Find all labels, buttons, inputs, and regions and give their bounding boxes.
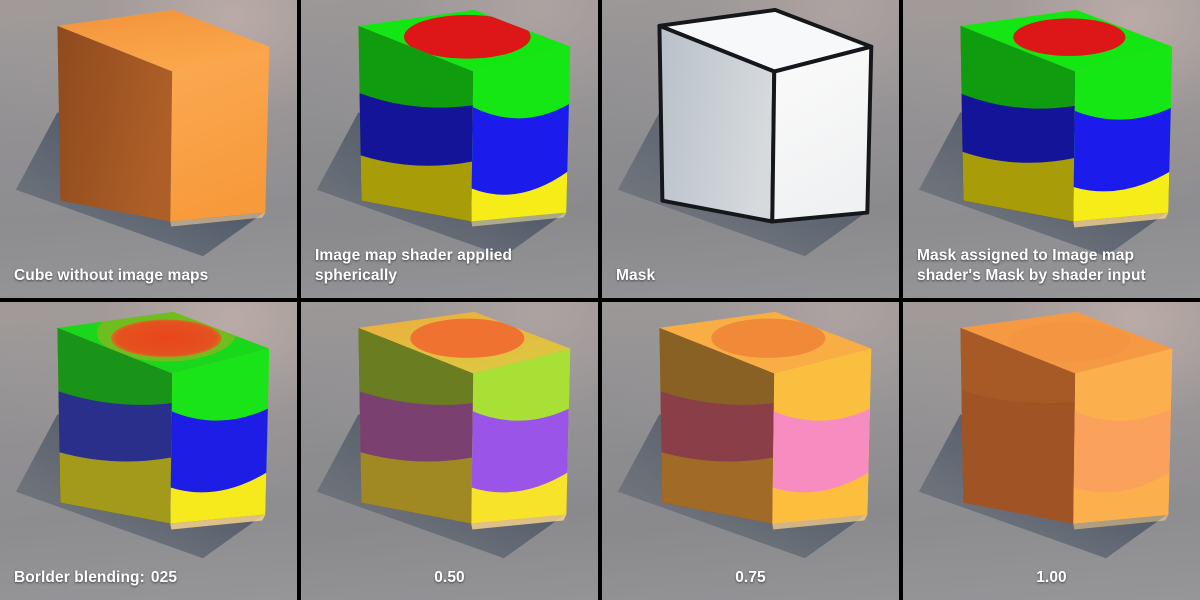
- panel-caption: Image map shader applied spherically: [315, 247, 513, 285]
- panel-caption: Mask: [616, 267, 656, 285]
- caption-prefix: Borlder blending:: [14, 569, 145, 587]
- panel-cube-blend-025[interactable]: Borlder blending: 025: [0, 302, 297, 600]
- cube-render-blend-100: [903, 302, 1200, 600]
- panel-cube-mask[interactable]: Mask: [602, 0, 899, 298]
- panel-caption: Borlder blending: 025: [14, 568, 287, 588]
- cube-render-mask: [602, 0, 899, 298]
- panel-caption: 0.75: [735, 569, 766, 587]
- panel-caption: Cube without image maps: [14, 267, 209, 285]
- cube-render-blend-050: [301, 302, 598, 600]
- panel-cube-spherical-map[interactable]: Image map shader applied spherically: [301, 0, 598, 298]
- panel-caption: 0.50: [434, 569, 465, 587]
- cube-render-spherical: [301, 0, 598, 298]
- panel-cube-blend-100[interactable]: 1.00: [903, 302, 1200, 600]
- panel-cube-mask-assigned[interactable]: Mask assigned to Image map shader's Mask…: [903, 0, 1200, 298]
- cube-render-blend-075: [602, 302, 899, 600]
- panel-cube-blend-075[interactable]: 0.75: [602, 302, 899, 600]
- cube-render-blend-025: [0, 302, 297, 600]
- caption-value: 025: [150, 569, 178, 587]
- cube-render-masked-map: [903, 0, 1200, 298]
- panel-cube-blend-050[interactable]: 0.50: [301, 302, 598, 600]
- cube-render-plain: [0, 0, 297, 298]
- panel-caption: Mask assigned to Image map shader's Mask…: [917, 247, 1146, 285]
- panel-cube-plain[interactable]: Cube without image maps: [0, 0, 297, 298]
- panel-caption: 1.00: [1036, 569, 1067, 587]
